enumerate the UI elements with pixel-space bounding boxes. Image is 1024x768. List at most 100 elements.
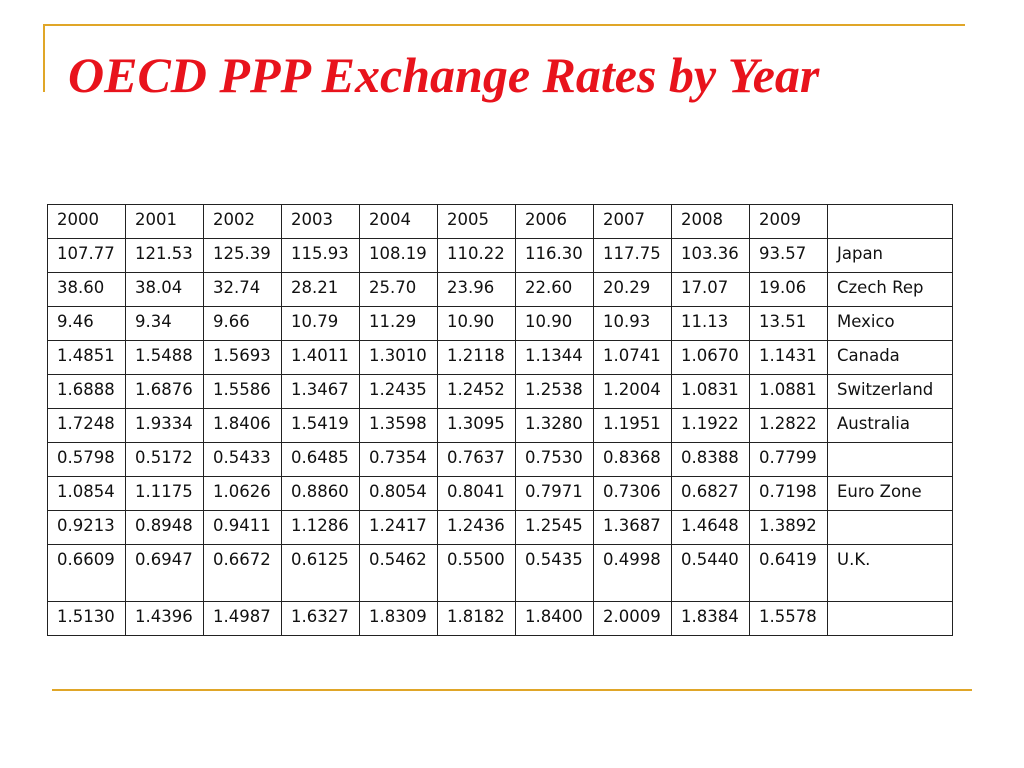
country-cell: Australia bbox=[827, 408, 953, 443]
rate-cell: 1.8406 bbox=[203, 408, 282, 443]
rate-cell: 1.6327 bbox=[281, 601, 360, 636]
rate-cell: 0.6827 bbox=[671, 476, 750, 511]
rate-cell: 1.4987 bbox=[203, 601, 282, 636]
rate-cell: 1.1286 bbox=[281, 510, 360, 545]
rate-cell: 11.29 bbox=[359, 306, 438, 341]
ppp-table: 2000 2001 2002 2003 2004 2005 2006 2007 2008 2009… bbox=[47, 204, 953, 636]
rate-cell: 17.07 bbox=[671, 272, 750, 307]
country-cell: Czech Rep bbox=[827, 272, 953, 307]
rate-cell: 0.8860 bbox=[281, 476, 360, 511]
table-row: 107.77 121.53 125.39 115.93 108.19 110.22 116.… bbox=[47, 238, 953, 273]
rate-cell: 1.9334 bbox=[125, 408, 204, 443]
rate-cell: 0.5798 bbox=[47, 442, 126, 477]
country-cell bbox=[827, 442, 953, 477]
rate-cell: 1.5419 bbox=[281, 408, 360, 443]
year-header-cell: 2001 bbox=[125, 204, 204, 239]
rate-cell: 22.60 bbox=[515, 272, 594, 307]
rate-cell: 107.77 bbox=[47, 238, 126, 273]
rate-cell: 0.9411 bbox=[203, 510, 282, 545]
rate-cell: 110.22 bbox=[437, 238, 516, 273]
rate-cell: 0.8368 bbox=[593, 442, 672, 477]
rate-cell: 0.6125 bbox=[281, 544, 360, 602]
rate-cell: 1.8309 bbox=[359, 601, 438, 636]
year-header-cell: 2000 bbox=[47, 204, 126, 239]
country-cell bbox=[827, 601, 953, 636]
table-row: 0.9213 0.8948 0.9411 1.1286 1.2417 1.2436 1.25… bbox=[47, 510, 953, 545]
rate-cell: 1.2004 bbox=[593, 374, 672, 409]
rate-cell: 2.0009 bbox=[593, 601, 672, 636]
rate-cell: 116.30 bbox=[515, 238, 594, 273]
rate-cell: 0.8948 bbox=[125, 510, 204, 545]
rate-cell: 0.9213 bbox=[47, 510, 126, 545]
country-cell: U.K. bbox=[827, 544, 953, 602]
rate-cell: 1.0854 bbox=[47, 476, 126, 511]
year-header-cell: 2002 bbox=[203, 204, 282, 239]
rate-cell: 93.57 bbox=[749, 238, 828, 273]
bottom-rule bbox=[52, 689, 972, 691]
rate-cell: 0.7637 bbox=[437, 442, 516, 477]
year-header-cell: 2007 bbox=[593, 204, 672, 239]
year-header-cell: 2005 bbox=[437, 204, 516, 239]
rate-cell: 1.0670 bbox=[671, 340, 750, 375]
top-rule bbox=[43, 24, 965, 26]
rate-cell: 1.3687 bbox=[593, 510, 672, 545]
rate-cell: 1.3280 bbox=[515, 408, 594, 443]
rate-cell: 1.1431 bbox=[749, 340, 828, 375]
table-header-row: 2000 2001 2002 2003 2004 2005 2006 2007 2008 2009 bbox=[47, 204, 953, 239]
rate-cell: 0.7530 bbox=[515, 442, 594, 477]
table-row: 1.4851 1.5488 1.5693 1.4011 1.3010 1.2118 1.13… bbox=[47, 340, 953, 375]
rate-cell: 1.0881 bbox=[749, 374, 828, 409]
country-header-cell bbox=[827, 204, 953, 239]
rate-cell: 0.8388 bbox=[671, 442, 750, 477]
rate-cell: 0.5440 bbox=[671, 544, 750, 602]
year-header-cell: 2009 bbox=[749, 204, 828, 239]
rate-cell: 1.0741 bbox=[593, 340, 672, 375]
rate-cell: 115.93 bbox=[281, 238, 360, 273]
rate-cell: 1.8182 bbox=[437, 601, 516, 636]
rate-cell: 9.66 bbox=[203, 306, 282, 341]
ppp-table-body: 2000 2001 2002 2003 2004 2005 2006 2007 2008 2009… bbox=[47, 204, 953, 636]
rate-cell: 10.79 bbox=[281, 306, 360, 341]
rate-cell: 0.5462 bbox=[359, 544, 438, 602]
table-row: 1.6888 1.6876 1.5586 1.3467 1.2435 1.2452 1.25… bbox=[47, 374, 953, 409]
rate-cell: 1.3010 bbox=[359, 340, 438, 375]
rate-cell: 1.3467 bbox=[281, 374, 360, 409]
rate-cell: 1.2435 bbox=[359, 374, 438, 409]
table-row: 1.0854 1.1175 1.0626 0.8860 0.8054 0.8041 0.79… bbox=[47, 476, 953, 511]
rate-cell: 1.3095 bbox=[437, 408, 516, 443]
rate-cell: 121.53 bbox=[125, 238, 204, 273]
rate-cell: 1.3892 bbox=[749, 510, 828, 545]
rate-cell: 1.2822 bbox=[749, 408, 828, 443]
rate-cell: 10.93 bbox=[593, 306, 672, 341]
rate-cell: 1.6888 bbox=[47, 374, 126, 409]
table-row: 0.5798 0.5172 0.5433 0.6485 0.7354 0.7637 0.75… bbox=[47, 442, 953, 477]
slide-title: OECD PPP Exchange Rates by Year bbox=[68, 47, 820, 103]
rate-cell: 1.6876 bbox=[125, 374, 204, 409]
rate-cell: 10.90 bbox=[437, 306, 516, 341]
table-row: 1.5130 1.4396 1.4987 1.6327 1.8309 1.8182 1.84… bbox=[47, 601, 953, 636]
rate-cell: 13.51 bbox=[749, 306, 828, 341]
table-row: 38.60 38.04 32.74 28.21 25.70 23.96 22.60 20.29… bbox=[47, 272, 953, 307]
rate-cell: 0.7799 bbox=[749, 442, 828, 477]
rate-cell: 28.21 bbox=[281, 272, 360, 307]
rate-cell: 0.7198 bbox=[749, 476, 828, 511]
country-cell: Canada bbox=[827, 340, 953, 375]
rate-cell: 11.13 bbox=[671, 306, 750, 341]
rate-cell: 1.4648 bbox=[671, 510, 750, 545]
year-header-cell: 2008 bbox=[671, 204, 750, 239]
rate-cell: 0.5172 bbox=[125, 442, 204, 477]
rate-cell: 1.4011 bbox=[281, 340, 360, 375]
year-header-cell: 2006 bbox=[515, 204, 594, 239]
rate-cell: 1.2118 bbox=[437, 340, 516, 375]
rate-cell: 0.8041 bbox=[437, 476, 516, 511]
rate-cell: 20.29 bbox=[593, 272, 672, 307]
rate-cell: 0.7306 bbox=[593, 476, 672, 511]
rate-cell: 38.60 bbox=[47, 272, 126, 307]
rate-cell: 0.5433 bbox=[203, 442, 282, 477]
rate-cell: 1.2417 bbox=[359, 510, 438, 545]
rate-cell: 23.96 bbox=[437, 272, 516, 307]
rate-cell: 1.5693 bbox=[203, 340, 282, 375]
country-cell: Japan bbox=[827, 238, 953, 273]
rate-cell: 1.2452 bbox=[437, 374, 516, 409]
rate-cell: 1.3598 bbox=[359, 408, 438, 443]
